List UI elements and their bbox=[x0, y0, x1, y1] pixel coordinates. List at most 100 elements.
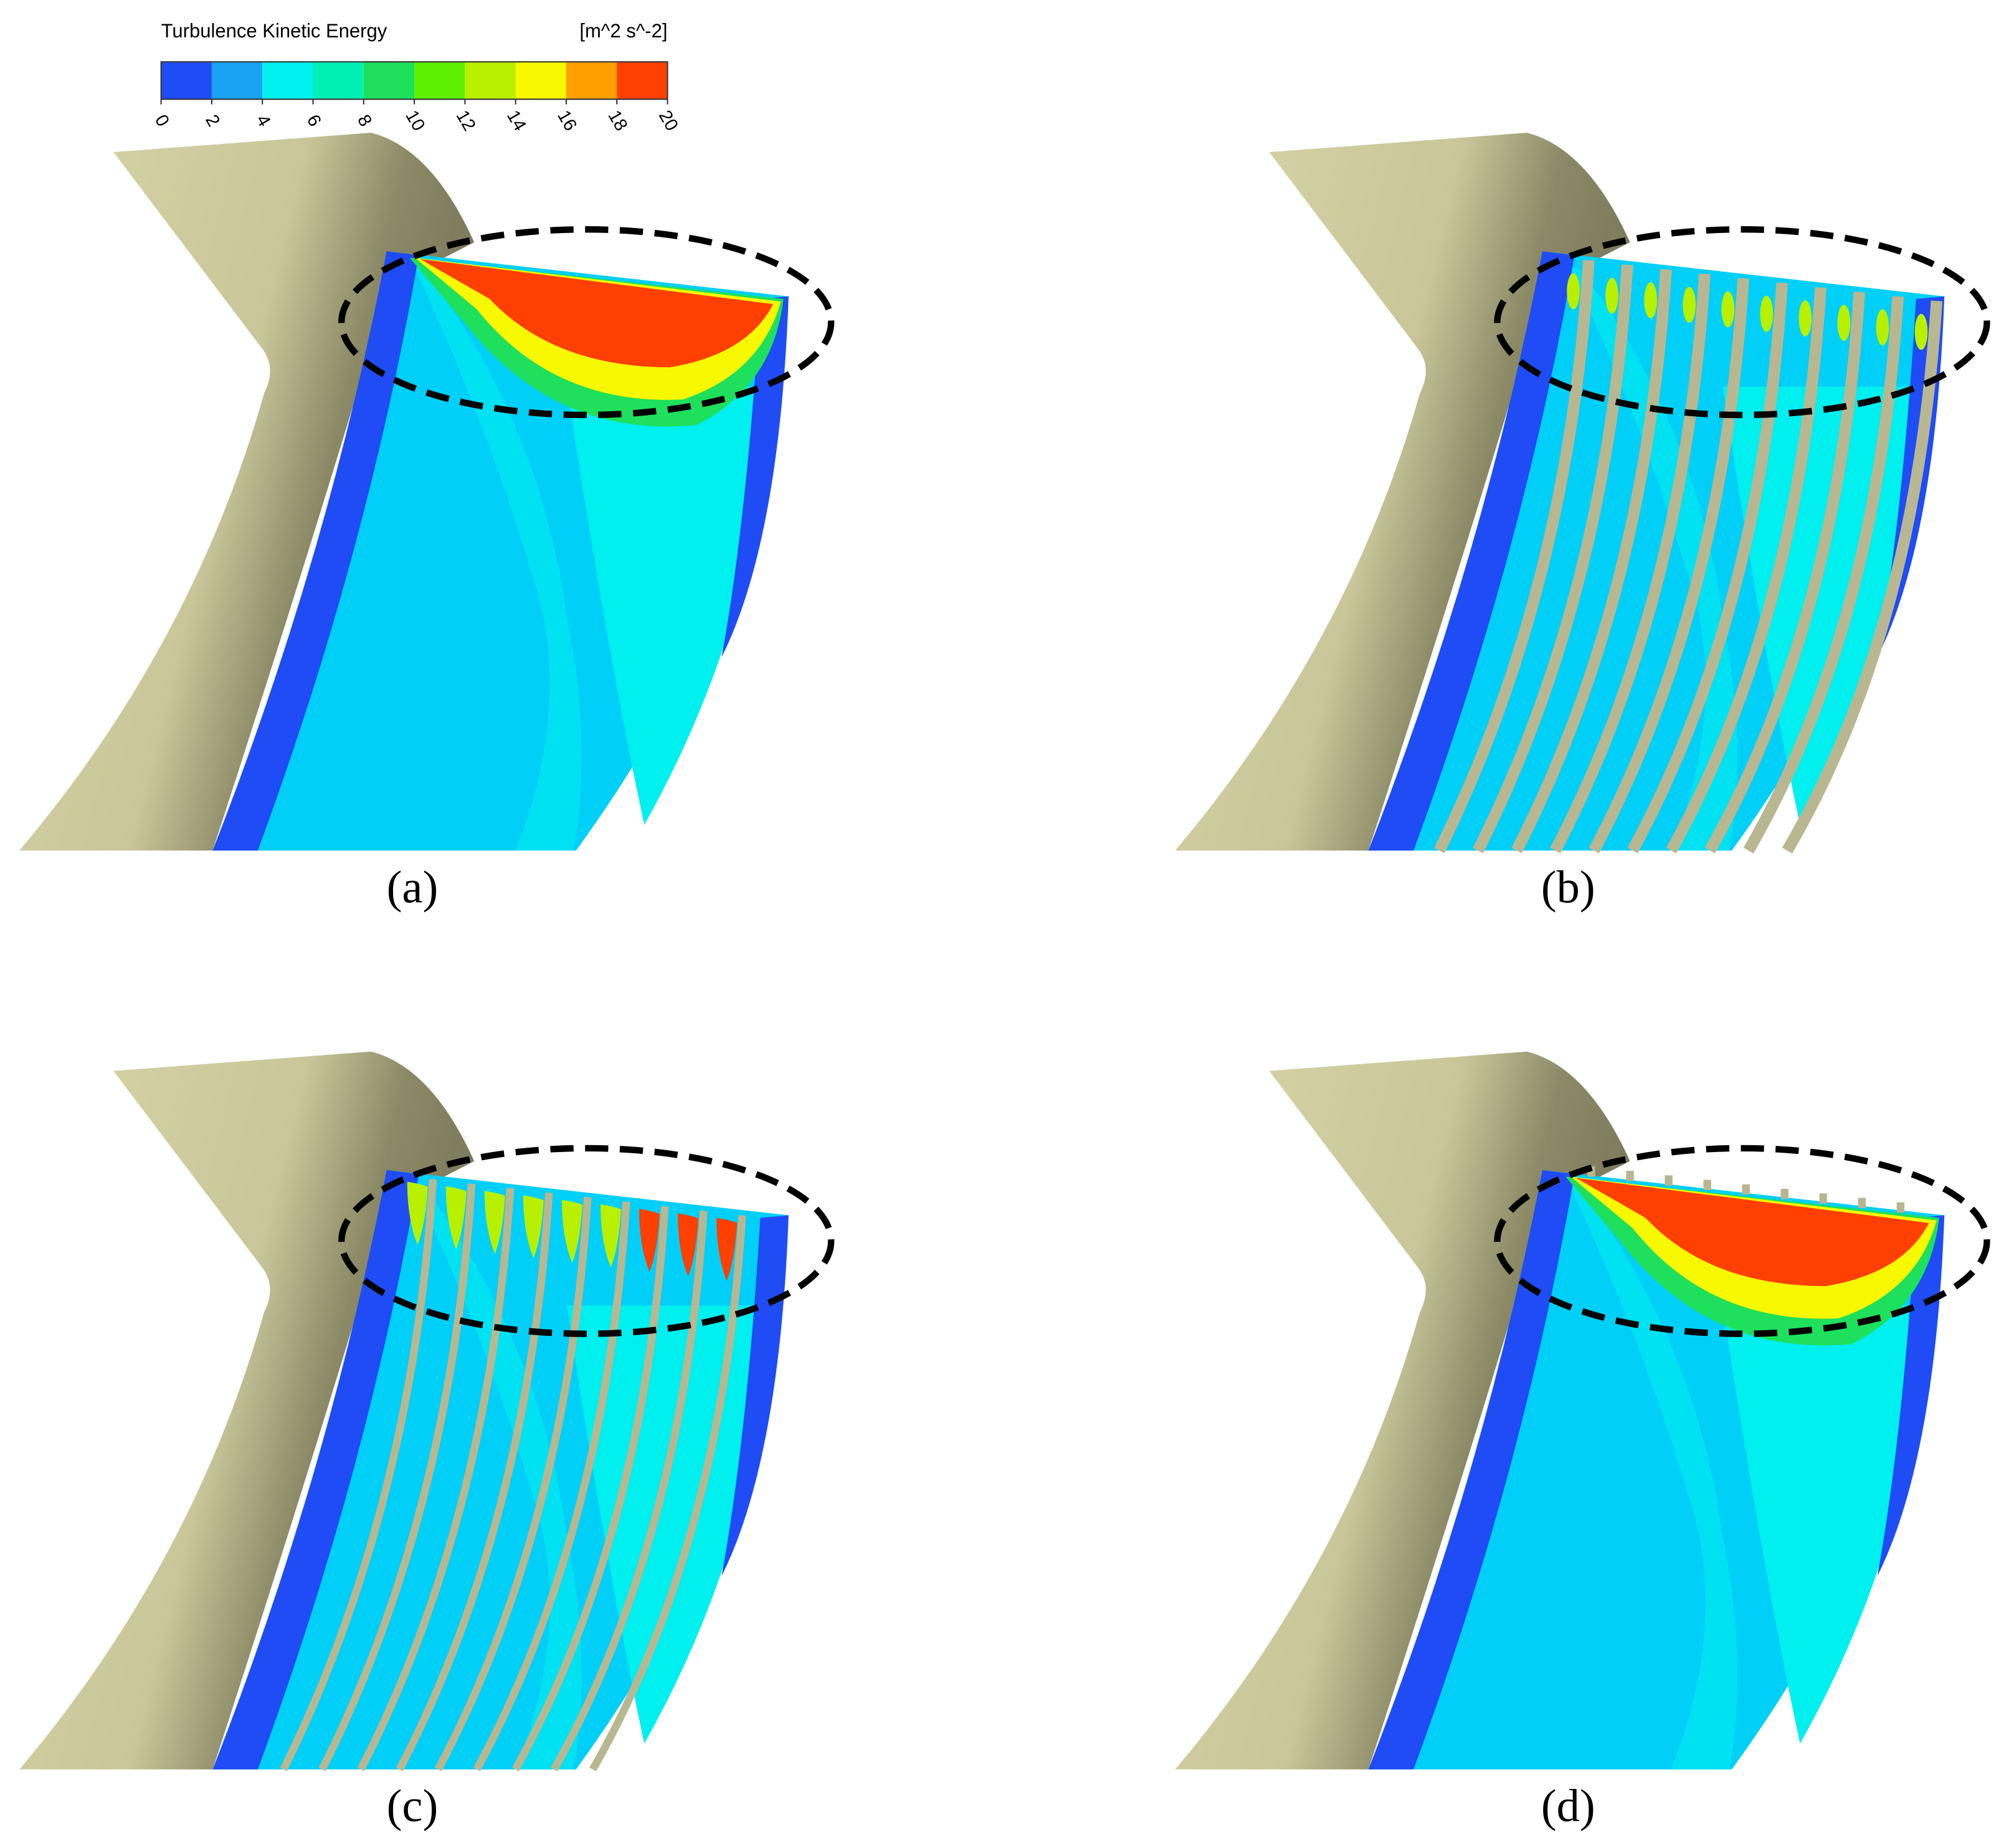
slot-hotspot bbox=[407, 1181, 428, 1245]
hub bbox=[19, 1051, 475, 1769]
tip-vortex bbox=[420, 259, 774, 368]
slot-hotspot bbox=[1798, 300, 1812, 336]
color-bin bbox=[161, 62, 212, 100]
slot-hotspot bbox=[1567, 273, 1580, 310]
rib bbox=[511, 1206, 669, 1771]
rib bbox=[1782, 300, 1943, 854]
color-bin bbox=[363, 62, 415, 100]
color-bin bbox=[515, 62, 566, 100]
rib bbox=[434, 1197, 592, 1771]
panel-label: (a) bbox=[387, 862, 439, 913]
rib bbox=[551, 1210, 708, 1771]
rib-stub bbox=[1742, 1184, 1750, 1195]
rib bbox=[1589, 278, 1749, 854]
blade-cyan-zone bbox=[412, 264, 582, 851]
color-bin bbox=[465, 62, 516, 100]
hub bbox=[19, 133, 475, 851]
panel: (d) bbox=[1175, 1051, 1990, 1832]
slot-hotspot bbox=[1760, 295, 1774, 332]
legend-title: Turbulence Kinetic Energy bbox=[161, 20, 387, 42]
tick-label: 10 bbox=[401, 107, 429, 135]
tip-side-band bbox=[1877, 1215, 1945, 1576]
tick-label: 2 bbox=[201, 112, 224, 130]
slot-hotspot bbox=[484, 1191, 505, 1254]
slot-hotspot bbox=[716, 1217, 738, 1281]
slot-hotspot bbox=[1721, 291, 1735, 328]
slot-hotspot bbox=[678, 1213, 699, 1277]
hub-side-band bbox=[1368, 1170, 1575, 1769]
slot-hotspot bbox=[1683, 287, 1696, 323]
slot-hotspot bbox=[639, 1209, 660, 1272]
highlight-ellipse bbox=[338, 1145, 835, 1337]
blade-cyan-zone bbox=[1568, 1183, 1738, 1769]
rib bbox=[1627, 282, 1788, 854]
tip-side-band bbox=[721, 1215, 789, 1576]
color-bin bbox=[313, 62, 364, 100]
slot-hotspot bbox=[1876, 309, 1889, 346]
panel-label: (d) bbox=[1541, 1781, 1595, 1832]
rib-stub bbox=[1626, 1171, 1634, 1181]
panel: (c) bbox=[19, 1051, 835, 1832]
rib-stub bbox=[1665, 1175, 1673, 1186]
legend-unit: [m^2 s^-2] bbox=[579, 20, 667, 42]
rib bbox=[1511, 269, 1672, 854]
rib bbox=[280, 1179, 437, 1771]
tick-label: 16 bbox=[553, 107, 581, 135]
rib bbox=[1704, 291, 1865, 854]
slot-hotspot bbox=[445, 1186, 467, 1250]
rib bbox=[1666, 287, 1826, 854]
highlight-ellipse bbox=[338, 226, 835, 419]
rib bbox=[318, 1183, 476, 1771]
rib-stub bbox=[1896, 1202, 1905, 1213]
rib bbox=[1550, 273, 1711, 854]
highlight-ellipse bbox=[1494, 1145, 1990, 1337]
rib bbox=[473, 1201, 630, 1771]
slot-hotspot bbox=[1605, 277, 1618, 314]
color-bin bbox=[617, 62, 668, 100]
slot-hotspot bbox=[1644, 282, 1657, 318]
rib-stub bbox=[1819, 1193, 1827, 1204]
rib-stub bbox=[1858, 1198, 1866, 1209]
highlight-ellipse bbox=[1494, 226, 1990, 419]
panel-label: (c) bbox=[387, 1781, 439, 1832]
blade-cyan-zone bbox=[1722, 1305, 1929, 1744]
hub-side-band bbox=[212, 1170, 419, 1769]
rib-stub bbox=[1703, 1179, 1711, 1191]
slot-hotspot bbox=[1837, 305, 1851, 341]
colorbar: 0 2 4 6 8 10 12 14 16 18 20 bbox=[151, 61, 682, 135]
hub bbox=[1175, 1051, 1630, 1769]
rib bbox=[1434, 260, 1595, 854]
tip-vortex bbox=[1575, 1178, 1929, 1287]
rib bbox=[396, 1192, 553, 1771]
tick-label: 6 bbox=[303, 112, 325, 130]
slot-hotspot bbox=[1914, 313, 1928, 350]
tick-label: 4 bbox=[252, 112, 275, 130]
rib bbox=[1473, 264, 1633, 854]
blade-cyan-zone bbox=[567, 386, 774, 825]
hub-side-band bbox=[1368, 251, 1575, 851]
tick-label: 18 bbox=[604, 107, 631, 135]
rib bbox=[589, 1215, 746, 1771]
panel-label: (b) bbox=[1541, 862, 1595, 913]
tick-label: 14 bbox=[503, 107, 530, 135]
tick-label: 0 bbox=[151, 112, 173, 130]
panel: (b) bbox=[1175, 133, 1990, 913]
tick-label: 12 bbox=[452, 107, 480, 135]
color-bin bbox=[566, 62, 617, 100]
tick-label: 20 bbox=[655, 107, 682, 135]
color-bin bbox=[262, 62, 313, 100]
rib-stub bbox=[1780, 1189, 1788, 1199]
panel: (a) bbox=[19, 133, 835, 913]
tip-side-band bbox=[721, 296, 789, 657]
color-bin bbox=[414, 62, 465, 100]
slot-hotspot bbox=[523, 1195, 544, 1259]
hub bbox=[1175, 133, 1630, 851]
rib bbox=[357, 1188, 515, 1771]
hub-side-band bbox=[212, 251, 419, 851]
slot-hotspot bbox=[600, 1204, 622, 1268]
slot-hotspot bbox=[561, 1199, 582, 1263]
tick-label: 8 bbox=[353, 112, 376, 130]
rib bbox=[1743, 296, 1904, 854]
